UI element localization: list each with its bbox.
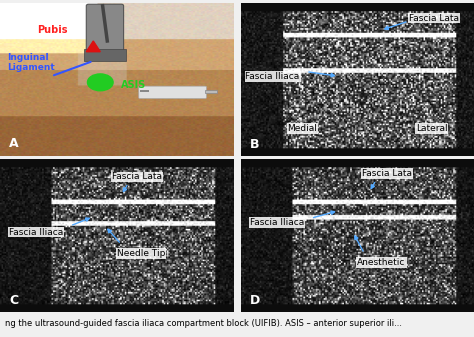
- Text: Pubis: Pubis: [37, 25, 68, 35]
- Bar: [84, 49, 126, 61]
- Text: Inguinal
Ligament: Inguinal Ligament: [7, 53, 55, 72]
- Polygon shape: [86, 41, 100, 52]
- Text: Fascia Lata: Fascia Lata: [362, 170, 412, 178]
- Text: Fascia Iliaca: Fascia Iliaca: [9, 227, 64, 237]
- Text: B: B: [250, 138, 260, 151]
- Text: Medial: Medial: [287, 124, 317, 133]
- Text: Anesthetic: Anesthetic: [357, 258, 406, 267]
- FancyBboxPatch shape: [139, 86, 206, 98]
- Text: A: A: [9, 137, 19, 150]
- Bar: [140, 90, 149, 92]
- Text: Fascia Iliaca: Fascia Iliaca: [250, 218, 304, 227]
- Text: C: C: [9, 294, 18, 307]
- Circle shape: [87, 74, 113, 91]
- FancyBboxPatch shape: [86, 4, 124, 53]
- Text: Fascia Lata: Fascia Lata: [409, 13, 459, 23]
- Text: D: D: [250, 294, 260, 307]
- Bar: [205, 90, 217, 93]
- Text: Needle Tip: Needle Tip: [117, 249, 165, 258]
- Text: Fascia Iliaca: Fascia Iliaca: [246, 72, 300, 81]
- Text: Lateral: Lateral: [416, 124, 447, 133]
- Text: ASIS: ASIS: [121, 81, 146, 90]
- Text: Fascia Lata: Fascia Lata: [112, 173, 162, 181]
- Text: ng the ultrasound-guided fascia iliaca compartment block (UIFIB). ASIS – anterio: ng the ultrasound-guided fascia iliaca c…: [5, 318, 402, 328]
